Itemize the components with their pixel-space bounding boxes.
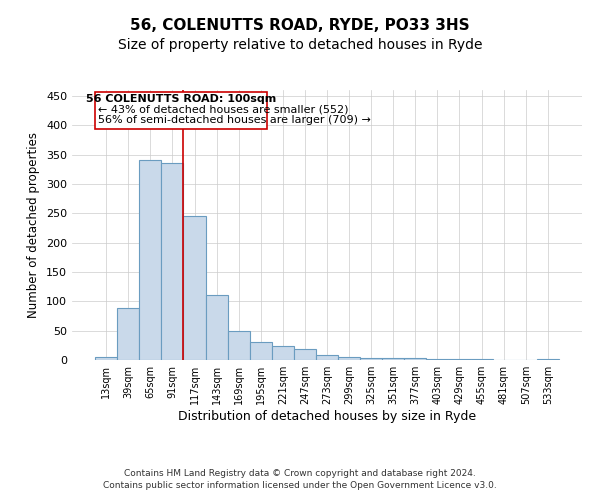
- Text: 56 COLENUTTS ROAD: 100sqm: 56 COLENUTTS ROAD: 100sqm: [86, 94, 277, 104]
- X-axis label: Distribution of detached houses by size in Ryde: Distribution of detached houses by size …: [178, 410, 476, 423]
- Bar: [382, 358, 404, 360]
- Bar: [316, 356, 338, 360]
- Bar: [161, 164, 184, 360]
- Bar: [139, 160, 161, 360]
- Bar: [227, 331, 250, 360]
- Text: ← 43% of detached houses are smaller (552): ← 43% of detached houses are smaller (55…: [98, 104, 349, 115]
- Bar: [250, 342, 272, 360]
- Text: 56, COLENUTTS ROAD, RYDE, PO33 3HS: 56, COLENUTTS ROAD, RYDE, PO33 3HS: [130, 18, 470, 32]
- Bar: [360, 358, 382, 360]
- Bar: [272, 346, 294, 360]
- Bar: [206, 296, 227, 360]
- Bar: [184, 216, 206, 360]
- Bar: [294, 349, 316, 360]
- Y-axis label: Number of detached properties: Number of detached properties: [28, 132, 40, 318]
- Text: Contains HM Land Registry data © Crown copyright and database right 2024.
Contai: Contains HM Land Registry data © Crown c…: [103, 468, 497, 490]
- Bar: [95, 92, 268, 130]
- Text: Size of property relative to detached houses in Ryde: Size of property relative to detached ho…: [118, 38, 482, 52]
- Text: 56% of semi-detached houses are larger (709) →: 56% of semi-detached houses are larger (…: [98, 115, 371, 125]
- Bar: [117, 308, 139, 360]
- Bar: [338, 357, 360, 360]
- Bar: [95, 357, 117, 360]
- Bar: [404, 358, 427, 360]
